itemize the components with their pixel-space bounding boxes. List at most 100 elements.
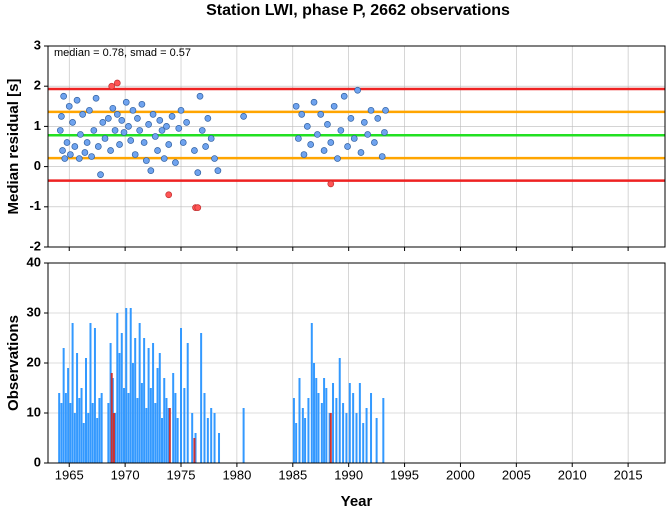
bar	[352, 393, 355, 463]
data-point	[177, 106, 185, 114]
bar	[310, 323, 313, 463]
annotation: median = 0.78, smad = 0.57	[54, 47, 191, 59]
data-point	[310, 98, 318, 106]
data-point	[320, 147, 328, 154]
data-point	[292, 102, 300, 110]
data-point	[360, 119, 368, 126]
data-point	[129, 106, 137, 114]
bar	[317, 393, 320, 463]
data-point	[83, 139, 91, 146]
bar	[116, 313, 119, 463]
bar	[180, 328, 183, 463]
y-tick-label: 0	[34, 158, 41, 173]
bar	[71, 323, 74, 463]
bar	[127, 393, 130, 463]
y-tick-label: 2	[34, 78, 41, 93]
data-point	[71, 143, 79, 150]
data-point	[58, 112, 65, 120]
bar	[143, 338, 146, 463]
bar	[112, 413, 115, 463]
bar	[242, 408, 245, 463]
data-point	[97, 171, 104, 178]
data-point	[303, 123, 311, 130]
data-point	[86, 106, 93, 114]
data-point	[65, 102, 73, 110]
bar	[100, 393, 103, 463]
data-point	[354, 86, 361, 94]
x-axis-label: Year	[341, 493, 373, 510]
data-point	[136, 127, 144, 134]
data-point	[60, 92, 67, 100]
data-point	[172, 159, 179, 166]
data-point	[357, 149, 365, 156]
data-point	[143, 157, 150, 164]
data-point	[156, 117, 164, 124]
bar	[323, 378, 326, 463]
data-point	[69, 119, 76, 126]
data-point	[207, 135, 215, 142]
data-point	[300, 151, 308, 158]
data-point	[327, 180, 335, 188]
x-tick-label: 1995	[390, 467, 419, 482]
bar	[210, 408, 213, 463]
bar	[355, 413, 358, 463]
bar	[186, 343, 189, 463]
bar	[191, 413, 194, 463]
data-point	[56, 127, 64, 134]
bar	[89, 323, 92, 463]
data-point	[175, 125, 183, 132]
data-point	[63, 139, 71, 146]
bar	[154, 403, 157, 463]
data-point	[344, 143, 351, 150]
data-point	[90, 127, 98, 134]
bar	[62, 348, 65, 463]
bar	[362, 423, 365, 463]
data-point	[158, 127, 166, 134]
x-tick-label: 2005	[502, 467, 531, 482]
bar	[134, 338, 137, 463]
data-point	[347, 115, 355, 122]
bar	[301, 408, 304, 463]
plot-frame	[47, 45, 666, 248]
bar	[131, 363, 134, 463]
data-point	[196, 92, 204, 100]
data-point	[77, 131, 84, 138]
data-point	[378, 153, 386, 160]
bar	[315, 378, 318, 463]
data-point	[163, 123, 170, 130]
data-point	[101, 135, 109, 142]
bar	[58, 393, 61, 463]
plot-frame	[47, 262, 666, 464]
bar	[78, 398, 81, 463]
y-tick-label: 20	[27, 354, 41, 369]
bar	[98, 398, 101, 463]
x-tick-label: 1985	[278, 467, 307, 482]
data-point	[131, 151, 139, 158]
bar	[107, 403, 110, 463]
bar	[332, 383, 335, 463]
data-point	[79, 110, 87, 118]
bar	[329, 413, 332, 463]
data-point	[81, 149, 89, 156]
bar	[295, 423, 298, 463]
y-tick-label: -2	[29, 238, 41, 253]
data-point	[147, 167, 155, 174]
bar	[218, 433, 221, 463]
bar	[138, 323, 141, 463]
bar	[325, 388, 328, 463]
bar	[358, 383, 361, 463]
x-tick-label: 2010	[558, 467, 587, 482]
bar	[60, 403, 63, 463]
bar	[365, 408, 368, 463]
data-point	[59, 147, 66, 154]
bar	[145, 408, 148, 463]
data-point	[211, 155, 218, 162]
bar	[370, 393, 373, 463]
data-point	[381, 129, 388, 136]
bar	[109, 343, 112, 463]
data-point	[145, 121, 152, 128]
data-point	[240, 112, 247, 120]
bar	[87, 413, 90, 463]
bar	[183, 388, 186, 463]
data-point	[108, 82, 116, 90]
